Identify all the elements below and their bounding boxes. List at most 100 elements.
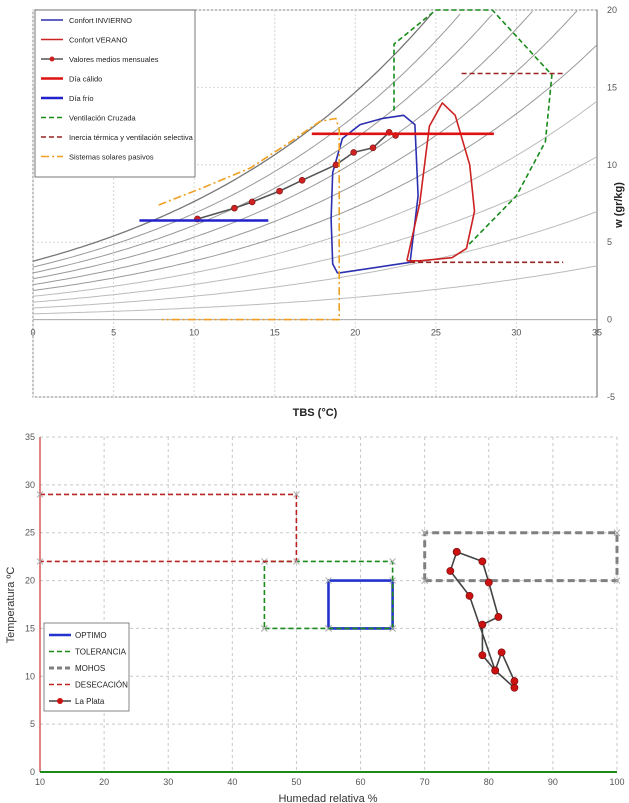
series-line-3 [197, 131, 396, 220]
series-line-6 [393, 9, 553, 246]
data-point [465, 591, 474, 600]
x-tick-label: 80 [484, 777, 494, 787]
x-tick-label: 25 [431, 328, 441, 338]
temperature-humidity-chart: 10 20 30 40 50 60 70 80 90 100 0 5 10 15 20 25 30 35 OPTI… [5, 432, 625, 803]
legend-marker [49, 56, 55, 62]
x-tick-label: 10 [35, 777, 45, 787]
corner-marker [613, 529, 621, 537]
legend-label: DESECACIÓN [75, 681, 128, 690]
y-tick-label: 10 [607, 160, 617, 170]
rh-curve [32, 10, 578, 286]
data-point [350, 149, 357, 156]
y-tick-label: 30 [25, 480, 35, 490]
series-line-2 [406, 102, 476, 262]
y-axis-label-2: Temperatura ºC [5, 567, 17, 644]
series-line-5 [449, 551, 516, 689]
legend-label: La Plata [75, 697, 105, 706]
x-tick-label: 100 [609, 777, 624, 787]
x-tick-label: 60 [356, 777, 366, 787]
y-tick-label: 20 [607, 5, 617, 15]
legend-label: Inercia térmica y ventilación selectiva [69, 133, 194, 142]
legend-marker [57, 698, 63, 704]
legend-label: Confort INVIERNO [69, 16, 132, 25]
x-tick-label: 15 [270, 328, 280, 338]
x-tick-label: 5 [111, 328, 116, 338]
x-tick-label: 20 [350, 328, 360, 338]
y-tick-label: 10 [25, 671, 35, 681]
corner-marker [325, 577, 332, 584]
legend-label: Día cálido [69, 75, 102, 84]
y-tick-label: 25 [25, 528, 35, 538]
data-point [231, 204, 238, 212]
data-point [248, 198, 256, 206]
corner-marker [421, 529, 429, 537]
legend-label: Día frío [69, 94, 94, 103]
data-point [276, 187, 283, 195]
y-tick-label: 15 [25, 623, 35, 633]
rh-curve [32, 13, 433, 262]
corner-marker [389, 625, 396, 632]
corner-marker [421, 577, 429, 584]
corner-marker [293, 491, 300, 498]
y-tick-label: 20 [25, 576, 35, 586]
legend-box-1 [34, 9, 196, 178]
rh-curve [32, 156, 598, 303]
psychrometric-chart: 0 5 10 15 20 25 30 35 -5 0 5 10 15 20 Confort INVIERN… [30, 5, 625, 419]
legend-label: Valores medios mensuales [69, 55, 159, 64]
x-axis-label-1: TBS (°C) [293, 407, 338, 419]
data-point [332, 161, 340, 169]
data-point [510, 677, 519, 685]
rh-curve [32, 265, 598, 315]
rh-curve [32, 100, 598, 297]
data-point [510, 683, 519, 692]
x-tick-label: 90 [548, 777, 558, 787]
x-tick-label: 50 [291, 777, 301, 787]
rh-curve [32, 14, 493, 274]
legend-label: OPTIMO [75, 631, 107, 640]
data-point [478, 651, 487, 660]
data-point [494, 613, 503, 621]
y-tick-label: 5 [607, 237, 612, 247]
data-point [478, 620, 487, 629]
rh-curve [32, 10, 533, 280]
legend-label: MOHOS [75, 664, 105, 673]
corner-marker [389, 558, 396, 565]
legend-label: Ventilación Cruzada [69, 114, 137, 123]
x-tick-label: 0 [30, 328, 35, 338]
y-tick-label: 15 [607, 82, 617, 92]
corner-marker [613, 577, 621, 584]
data-point [484, 578, 493, 587]
data-point [452, 547, 461, 556]
legend-label: TOLERANCIA [75, 648, 127, 657]
data-point [298, 176, 306, 184]
corner-marker [36, 558, 44, 565]
corner-marker [293, 558, 300, 565]
x-tick-label: 30 [511, 328, 521, 338]
x-tick-label: 40 [227, 777, 237, 787]
y-tick-label: 35 [25, 432, 35, 442]
data-point [369, 144, 377, 152]
series-line-1 [330, 114, 419, 274]
x-tick-label: 70 [420, 777, 430, 787]
corner-marker [261, 625, 268, 632]
x-axis-label-2: Humedad relativa % [278, 793, 377, 803]
rh-curve [32, 211, 598, 309]
y-tick-label: 5 [30, 719, 35, 729]
data-point [446, 567, 455, 575]
x-tick-label: 20 [99, 777, 109, 787]
series-line-4 [40, 493, 298, 563]
rh-curve [32, 13, 461, 268]
x-tick-label: 35 [592, 328, 602, 338]
data-point [491, 666, 500, 675]
y-tick-label: -5 [607, 392, 615, 402]
data-point [478, 557, 487, 566]
data-point [497, 648, 506, 657]
rh-curve [32, 44, 598, 291]
y-tick-label: 0 [30, 767, 35, 777]
series-line-8 [158, 117, 341, 321]
legend-label: Sistemas solares pasivos [69, 153, 154, 162]
x-tick-label: 30 [163, 777, 173, 787]
corner-marker [36, 491, 44, 498]
x-tick-label: 10 [189, 328, 199, 338]
y-axis-label-1: w (gr/kg) [613, 182, 625, 229]
